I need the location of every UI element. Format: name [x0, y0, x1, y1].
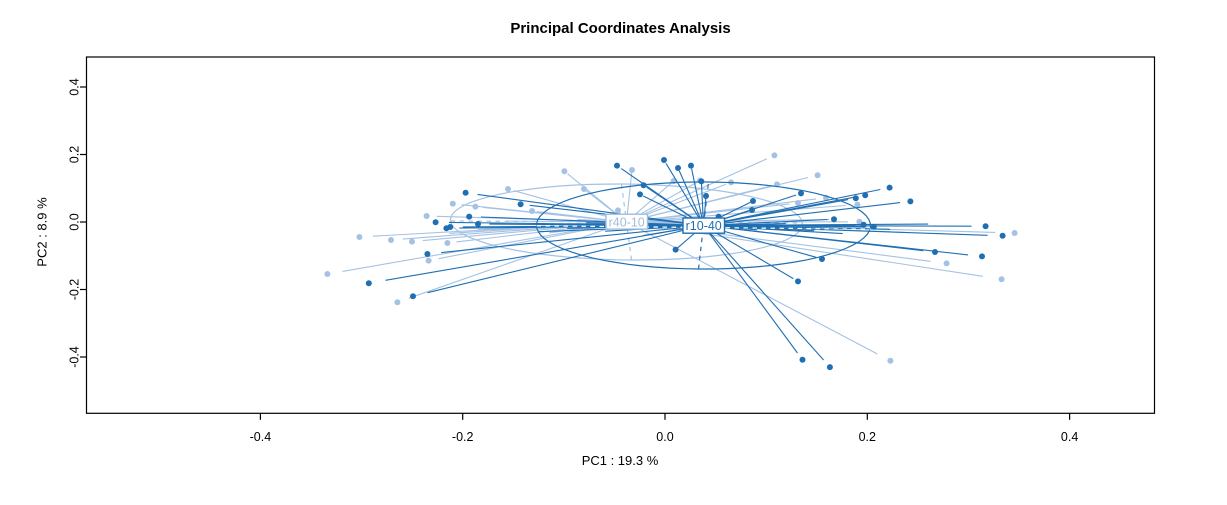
svg-text:r10-40: r10-40 — [686, 219, 722, 233]
svg-text:PC2 : 8.9 %: PC2 : 8.9 % — [35, 197, 50, 267]
svg-text:-0.2: -0.2 — [68, 279, 82, 301]
svg-text:0.4: 0.4 — [1061, 430, 1078, 444]
svg-text:-0.4: -0.4 — [250, 430, 272, 444]
svg-text:0.0: 0.0 — [656, 430, 673, 444]
svg-text:0.4: 0.4 — [68, 78, 82, 95]
svg-text:r40-10: r40-10 — [609, 215, 645, 229]
svg-text:-0.4: -0.4 — [68, 346, 82, 368]
svg-text:0.0: 0.0 — [68, 213, 82, 230]
svg-text:PC1 : 19.3 %: PC1 : 19.3 % — [582, 453, 659, 468]
svg-text:-0.2: -0.2 — [452, 430, 474, 444]
svg-text:0.2: 0.2 — [859, 430, 876, 444]
svg-text:0.2: 0.2 — [68, 146, 82, 163]
svg-text:Principal Coordinates Analysis: Principal Coordinates Analysis — [510, 20, 730, 37]
